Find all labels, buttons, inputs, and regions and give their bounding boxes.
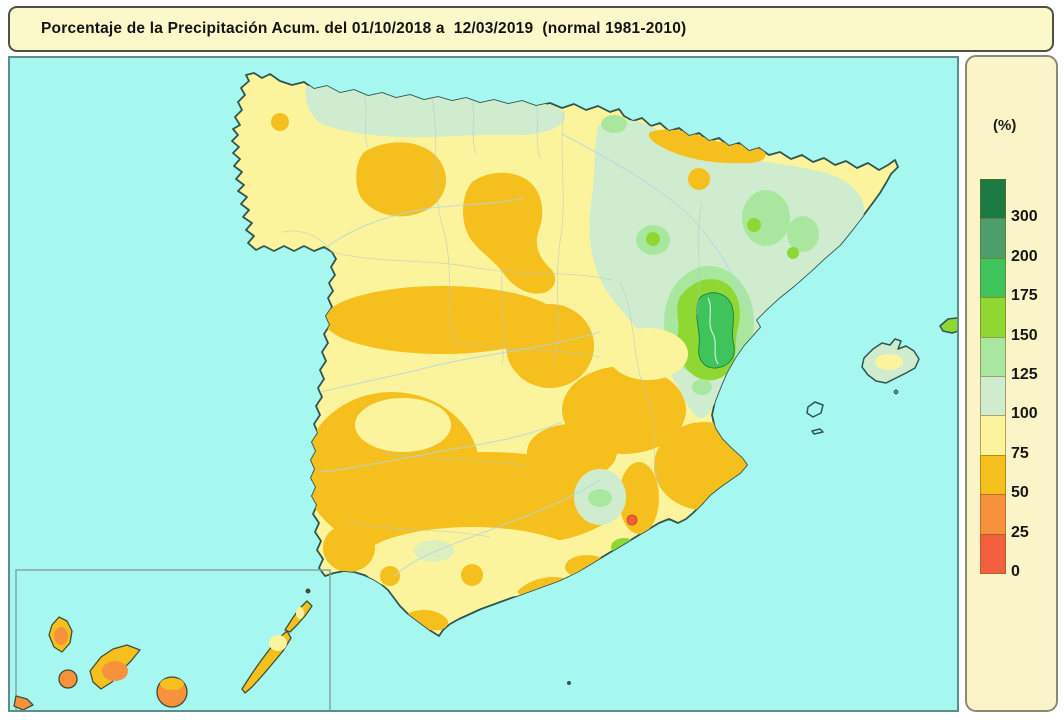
region-lime-dot-1	[747, 218, 761, 232]
lanzarote-center	[296, 607, 304, 619]
hole-caceres	[355, 398, 451, 452]
formentera	[811, 428, 824, 435]
precip-regions	[271, 84, 865, 631]
region-girona-green	[787, 216, 819, 252]
legend-scale: 300 200 175 150 125 100 75 50 25 0	[967, 179, 1060, 580]
balearic-islands	[806, 317, 957, 435]
canary-inset-box	[15, 569, 331, 710]
legend-label-50: 50	[1011, 484, 1029, 502]
legend-swatch-100	[980, 376, 1006, 417]
legend-swatch-200	[980, 218, 1006, 259]
legend-swatch-25	[980, 494, 1006, 535]
map-panel: © Agencia Estatal de Meteorología AEMet …	[8, 56, 968, 720]
region-huelva-dot	[380, 566, 400, 586]
region-red-spot	[626, 514, 638, 526]
region-castellon-core	[696, 292, 735, 369]
region-zaragoza-core	[646, 232, 660, 246]
region-navarra-green	[601, 115, 627, 133]
region-lime-dot-2	[787, 247, 799, 259]
hole-cuenca	[608, 328, 688, 380]
aemet-logo-box: AEMet Agencia Estatal de Meteorología	[875, 713, 968, 720]
el-hierro	[13, 695, 34, 710]
menorca	[939, 317, 957, 334]
cabrera-islet	[893, 389, 899, 395]
legend-label-200: 200	[1011, 247, 1038, 265]
region-granada-core	[588, 489, 612, 507]
la-palma-core	[54, 627, 68, 645]
region-north-coast-green	[305, 84, 565, 138]
legend-label-100: 100	[1011, 405, 1038, 423]
legend-swatch-175	[980, 257, 1006, 299]
alboran-mark	[567, 681, 571, 685]
legend-swatch-0	[980, 533, 1006, 574]
legend-label-175: 175	[1011, 287, 1038, 305]
region-pyrenees-amber	[648, 129, 766, 164]
la-gomera	[58, 669, 78, 689]
legend-label-125: 125	[1011, 366, 1038, 383]
mallorca-center	[875, 354, 903, 370]
legend-label-0: 0	[1011, 563, 1020, 580]
legend-label-150: 150	[1011, 326, 1038, 344]
legend-swatch-150	[980, 297, 1006, 338]
rivers	[318, 133, 755, 577]
title-bar: Porcentaje de la Precipitación Acum. del…	[8, 6, 1054, 52]
page-title: Porcentaje de la Precipitación Acum. del…	[41, 20, 687, 37]
region-galicia-dot	[271, 113, 289, 131]
legend-label-75: 75	[1011, 444, 1029, 462]
canary-islands	[13, 588, 313, 710]
fuerteventura-north	[269, 635, 287, 651]
province-borders	[281, 93, 703, 538]
region-lleida-green	[742, 190, 790, 246]
legend-label-300: 300	[1011, 208, 1038, 226]
legend-swatch-300	[980, 179, 1006, 220]
region-la-mancha-amber	[562, 366, 686, 454]
region-huesca-dot	[688, 168, 710, 190]
tenerife-south	[102, 661, 128, 681]
region-valladolid-amber	[356, 142, 447, 217]
region-valencia-dot	[692, 379, 712, 395]
hole-south-andalucia	[360, 527, 584, 599]
legend-unit-label: (%)	[993, 117, 1017, 134]
spain-map	[10, 58, 957, 710]
region-huelva-amber	[323, 524, 375, 572]
legend-label-25: 25	[1011, 523, 1029, 541]
la-graciosa-islet	[305, 588, 311, 594]
legend-swatch-125	[980, 336, 1006, 377]
legend-swatch-50	[980, 454, 1006, 496]
gran-canaria-north	[160, 678, 184, 690]
ibiza	[806, 401, 824, 418]
river-through-core	[707, 297, 719, 365]
region-center-west-amber	[324, 286, 560, 354]
legend-swatch-75	[980, 415, 1006, 456]
legend-panel: (%) 300 200 175 150 125 100 75 50 25 0	[965, 55, 1058, 712]
region-marbella-dot	[461, 564, 483, 586]
region-toledo-amber	[506, 304, 594, 388]
